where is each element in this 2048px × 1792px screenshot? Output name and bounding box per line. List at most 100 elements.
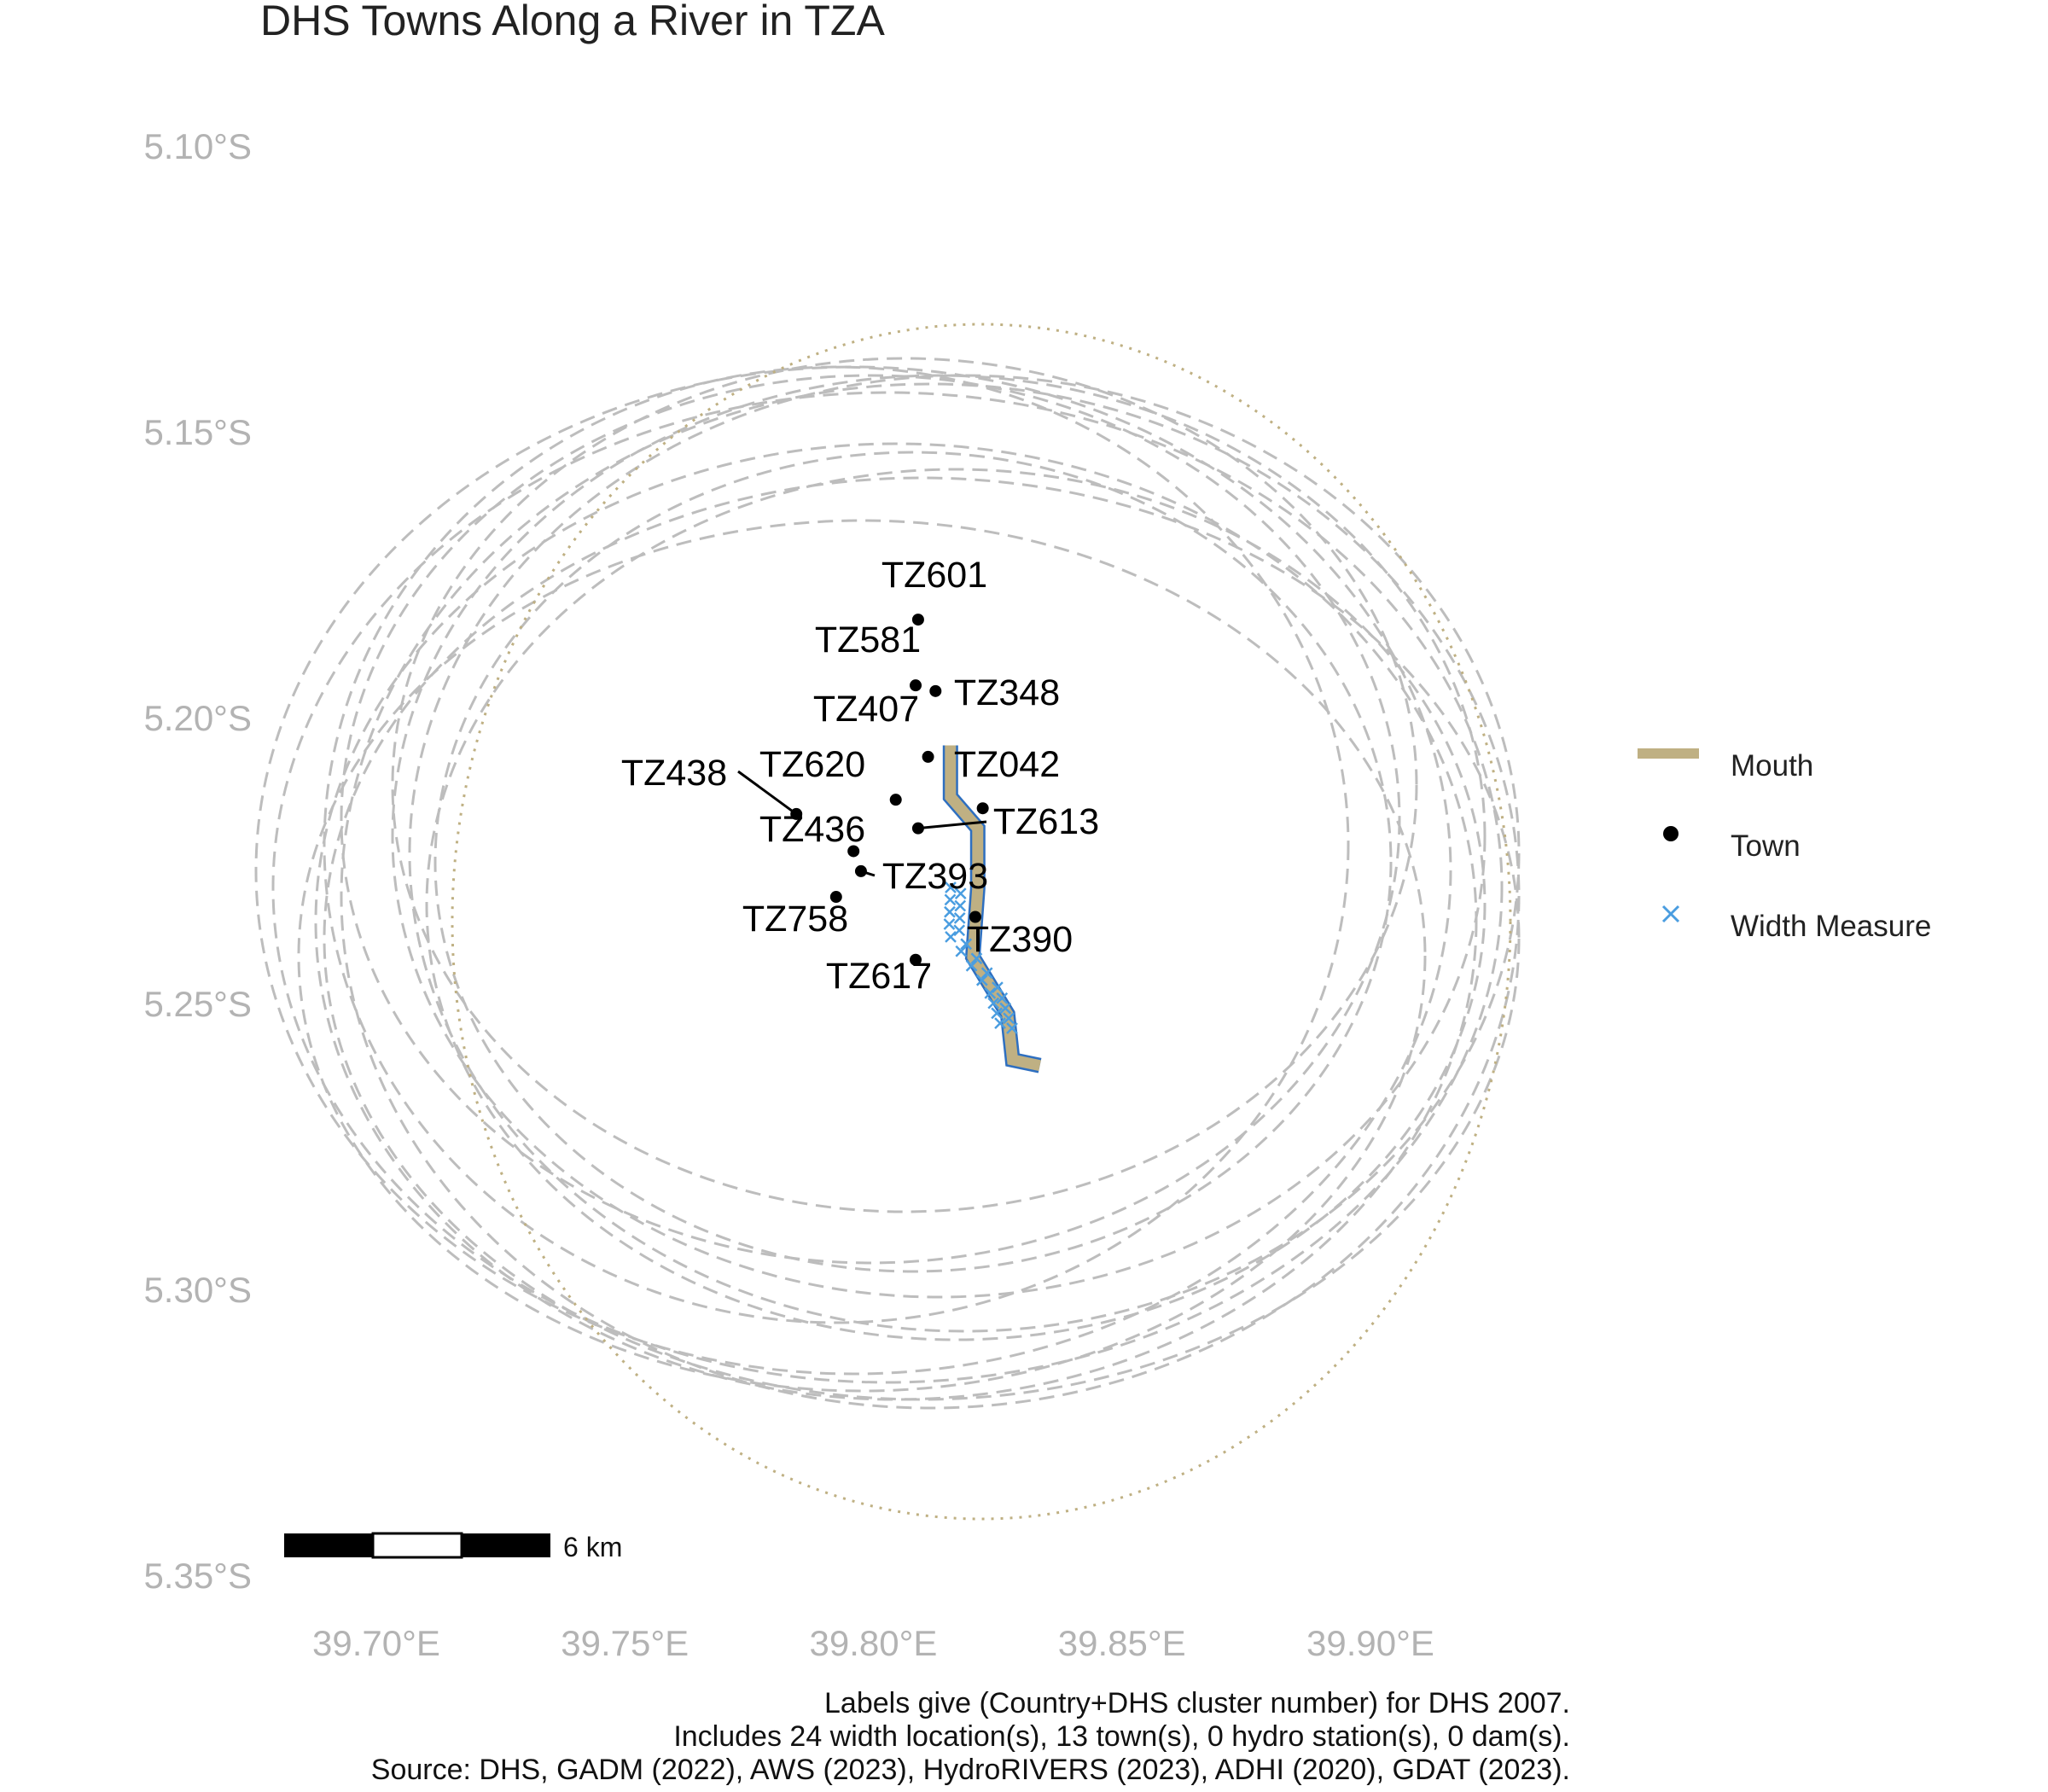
- mouth-line-icon: [1638, 748, 1699, 759]
- y-tick-label: 5.30°S: [143, 1270, 252, 1310]
- width-measure-marker: [1003, 1012, 1015, 1025]
- town-point: [790, 807, 803, 820]
- legend-item-town: Town: [1634, 806, 2010, 886]
- y-tick-label: 5.25°S: [143, 984, 252, 1024]
- town-point: [911, 614, 924, 626]
- town-label: TZ042: [954, 744, 1060, 785]
- width-measure-marker: [1006, 1022, 1018, 1034]
- width-measure-marker: [965, 959, 978, 972]
- town-label: TZ758: [742, 899, 848, 940]
- scale-bar-segment-2: [371, 1532, 463, 1559]
- legend-label-town: Town: [1731, 829, 1801, 863]
- river-layer: [942, 745, 1042, 1073]
- town-point: [854, 864, 867, 877]
- town-labels: TZ601 TZ581 TZ348 TZ407 TZ620 TZ042 TZ438 TZ613…: [621, 555, 1099, 997]
- x-axis: 39.70°E 39.75°E 39.80°E 39.85°E 39.90°E: [312, 1623, 1434, 1663]
- legend-label-mouth: Mouth: [1731, 749, 1814, 783]
- town-points: [790, 614, 989, 966]
- legend-label-width: Width Measure: [1731, 910, 1932, 943]
- town-label: TZ617: [826, 956, 932, 997]
- town-point: [929, 684, 942, 697]
- town-label: TZ407: [813, 689, 919, 730]
- river-mouth-line: [945, 745, 1041, 1072]
- x-tick-label: 39.90°E: [1306, 1623, 1434, 1663]
- x-tick-label: 39.75°E: [561, 1623, 689, 1663]
- caption-line-2: Includes 24 width location(s), 13 town(s…: [673, 1720, 1570, 1753]
- width-measure-marker: [944, 905, 956, 918]
- width-measure-marker: [954, 899, 967, 912]
- town-point: [922, 750, 934, 763]
- width-measure-marker: [994, 1017, 1006, 1030]
- town-buffer-circle: [391, 374, 1487, 1299]
- width-measure-marker: [945, 930, 957, 943]
- x-tick-label: 39.85°E: [1058, 1623, 1186, 1663]
- scale-bar: 6 km: [284, 1532, 622, 1562]
- map-title: DHS Towns Along a River in TZA: [260, 0, 885, 44]
- town-buffer-circle: [391, 357, 1418, 1213]
- town-buffer-circle: [340, 382, 1521, 1410]
- town-buffer-circle: [323, 476, 1521, 1401]
- legend-item-mouth: Mouth: [1634, 725, 2010, 806]
- town-label-leader: [737, 770, 798, 816]
- town-point: [911, 822, 924, 835]
- town-label: TZ348: [954, 672, 1060, 713]
- width-measure-marker: [955, 945, 968, 957]
- width-measure-marker: [953, 911, 966, 924]
- legend-item-width: Width Measure: [1634, 886, 2010, 966]
- scale-bar-segment-3: [462, 1533, 550, 1557]
- width-cross-icon: [1661, 905, 1680, 923]
- caption-line-3: Source: DHS, GADM (2022), AWS (2023), Hy…: [370, 1754, 1570, 1786]
- width-measure-marker: [975, 974, 988, 986]
- y-axis: 5.10°S 5.15°S 5.20°S 5.25°S 5.30°S 5.35°S: [143, 126, 252, 1596]
- town-point: [910, 953, 922, 966]
- town-buffer-circle: [271, 391, 1504, 1384]
- town-label: TZ620: [759, 744, 865, 785]
- mouth-buffer-circle: [451, 323, 1512, 1521]
- town-point: [889, 794, 902, 806]
- caption: Labels give (Country+DHS cluster number)…: [371, 1687, 1570, 1787]
- caption-line-1: Labels give (Country+DHS cluster number)…: [824, 1687, 1570, 1719]
- scale-bar-segment-1: [284, 1533, 373, 1557]
- legend: Mouth Town Width Measure: [1634, 725, 2010, 966]
- y-tick-label: 5.20°S: [143, 698, 252, 738]
- town-label: TZ601: [881, 555, 987, 596]
- town-point: [829, 891, 842, 904]
- width-measure-marker: [953, 924, 966, 937]
- width-measure-marker: [984, 987, 997, 999]
- town-label: TZ436: [759, 809, 865, 850]
- width-measure-markers: [943, 881, 1018, 1034]
- x-tick-label: 39.70°E: [312, 1623, 440, 1663]
- width-measure-marker: [991, 1007, 1004, 1020]
- town-point: [847, 845, 860, 858]
- town-label: TZ581: [815, 620, 921, 660]
- town-buffer-circle: [408, 374, 1521, 1333]
- town-buffer-circle: [433, 451, 1393, 1273]
- town-point: [910, 679, 922, 692]
- town-buffer-circle: [254, 365, 1452, 1376]
- width-measure-marker: [970, 952, 983, 965]
- town-label: TZ438: [621, 753, 727, 794]
- y-tick-label: 5.35°S: [143, 1556, 252, 1596]
- width-measure-marker: [945, 881, 957, 893]
- town-point: [969, 911, 981, 923]
- width-measure-marker: [980, 967, 993, 980]
- town-label: TZ393: [882, 856, 988, 897]
- width-measure-marker: [960, 938, 973, 951]
- y-tick-label: 5.10°S: [143, 126, 252, 166]
- town-label-leader: [917, 820, 987, 830]
- width-measure-marker: [987, 997, 1000, 1009]
- x-tick-label: 39.80°E: [810, 1623, 938, 1663]
- town-label: TZ390: [967, 919, 1073, 960]
- scale-bar-label: 6 km: [563, 1532, 622, 1562]
- width-measure-marker: [999, 1002, 1012, 1015]
- town-label: TZ613: [993, 801, 1099, 842]
- town-buffer-circle: [323, 365, 1350, 1324]
- river-outline: [942, 745, 1042, 1073]
- buffer-circles: [254, 323, 1521, 1521]
- town-dot-icon: [1663, 826, 1679, 841]
- y-tick-label: 5.15°S: [143, 412, 252, 452]
- town-buffer-circle: [425, 468, 1487, 1341]
- width-measure-marker: [944, 893, 957, 906]
- width-measure-marker: [943, 918, 956, 930]
